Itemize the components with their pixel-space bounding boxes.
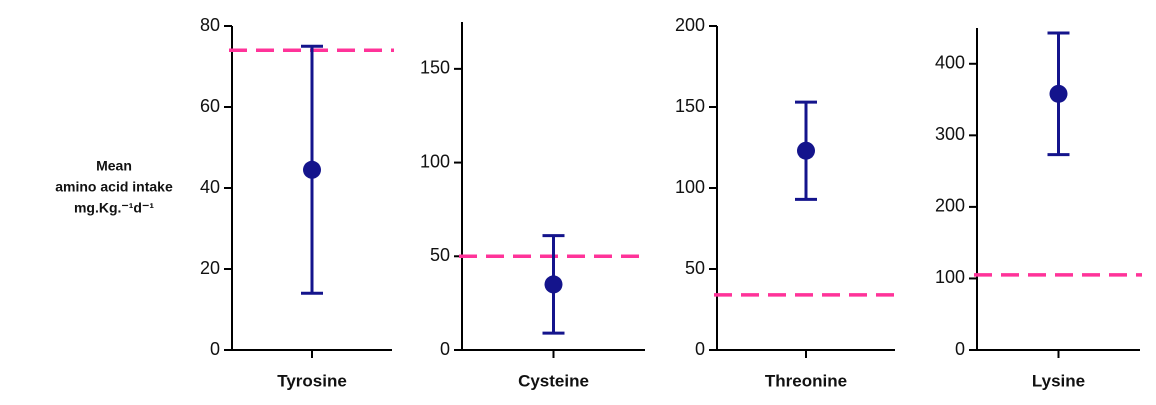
mean-point: [544, 275, 563, 294]
x-tick-label: Tyrosine: [277, 371, 347, 390]
y-tick-label: 400: [935, 53, 965, 73]
y-tick-label: 200: [935, 196, 965, 216]
y-axis-label: Mean: [96, 158, 132, 174]
x-tick-label: Cysteine: [518, 371, 589, 390]
y-tick-label: 150: [675, 96, 705, 116]
y-tick-label: 20: [200, 258, 220, 278]
mean-point: [1049, 84, 1068, 103]
y-tick-label: 100: [420, 151, 450, 171]
mean-point: [797, 141, 815, 160]
y-axis-label: amino acid intake: [55, 179, 173, 195]
y-tick-label: 100: [675, 177, 705, 197]
y-tick-label: 0: [440, 339, 450, 359]
y-tick-label: 100: [935, 267, 965, 287]
y-tick-label: 150: [420, 58, 450, 78]
y-axis-label: mg.Kg.⁻¹d⁻¹: [74, 200, 154, 216]
y-tick-label: 0: [955, 339, 965, 359]
y-tick-label: 50: [685, 258, 705, 278]
x-tick-label: Lysine: [1032, 371, 1085, 390]
y-tick-label: 0: [695, 339, 705, 359]
y-tick-label: 60: [200, 96, 220, 116]
y-tick-label: 300: [935, 124, 965, 144]
y-tick-label: 40: [200, 177, 220, 197]
y-tick-label: 200: [675, 15, 705, 35]
y-tick-label: 50: [430, 245, 450, 265]
x-tick-label: Threonine: [765, 371, 847, 390]
y-tick-label: 80: [200, 15, 220, 35]
y-tick-label: 0: [210, 339, 220, 359]
mean-point: [303, 160, 321, 179]
